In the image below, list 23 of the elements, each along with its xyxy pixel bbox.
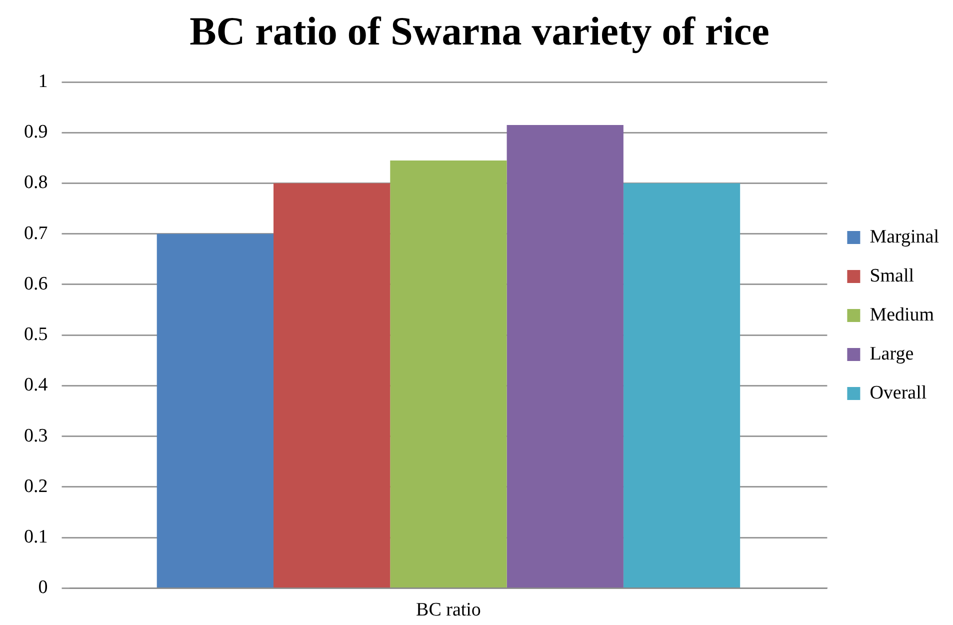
bar bbox=[390, 160, 507, 588]
bar bbox=[506, 125, 624, 588]
y-tick-label: 0.1 bbox=[24, 526, 48, 548]
y-tick-label: 0.7 bbox=[24, 222, 48, 244]
legend-label: Marginal bbox=[870, 226, 940, 248]
y-tick-label: 0.5 bbox=[24, 324, 48, 346]
y-tick-label: 0.8 bbox=[24, 172, 48, 194]
y-tick-label: 0.4 bbox=[24, 374, 48, 396]
y-tick-label: 0.3 bbox=[24, 425, 48, 446]
legend-label: Small bbox=[870, 265, 914, 286]
y-tick-label: 0.9 bbox=[24, 122, 48, 143]
y-tick-label: 0 bbox=[38, 577, 48, 598]
y-tick-label: 1 bbox=[38, 70, 48, 92]
bar bbox=[274, 183, 390, 588]
bar bbox=[156, 234, 274, 588]
y-tick-label: 0.2 bbox=[24, 476, 48, 497]
chart-title: BC ratio of Swarna variety of rice bbox=[190, 8, 770, 54]
legend-label: Overall bbox=[870, 382, 927, 404]
legend-label: Large bbox=[870, 343, 914, 364]
x-tick-label: BC ratio bbox=[416, 600, 481, 621]
legend-label: Medium bbox=[870, 304, 934, 326]
y-tick-label: 0.6 bbox=[24, 273, 48, 294]
bar bbox=[623, 183, 740, 588]
